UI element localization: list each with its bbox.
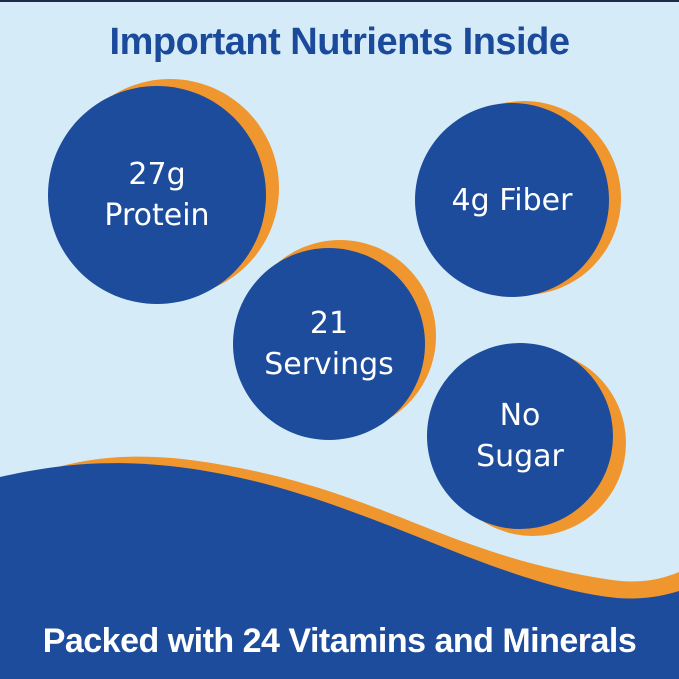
bubble-protein-line2: Protein [104, 198, 210, 233]
footer-caption: Packed with 24 Vitamins and Minerals [42, 622, 637, 660]
bubble-sugar-circle: No Sugar [427, 343, 613, 529]
page-title: Important Nutrients Inside [109, 21, 570, 63]
bubble-servings-line2: Servings [264, 347, 394, 382]
bubble-protein-line1: 27g [128, 157, 186, 192]
bubble-protein-circle: 27g Protein [48, 86, 266, 304]
bubble-sugar-line2: Sugar [476, 439, 564, 474]
bubble-fiber-circle: 4g Fiber [415, 103, 609, 297]
top-border-line [0, 0, 679, 2]
bubble-sugar-line1: No [499, 398, 541, 433]
bubble-servings-line1: 21 [309, 306, 349, 341]
bubble-fiber-line1: 4g Fiber [451, 182, 573, 218]
bubble-servings-circle: 21 Servings [233, 248, 425, 440]
